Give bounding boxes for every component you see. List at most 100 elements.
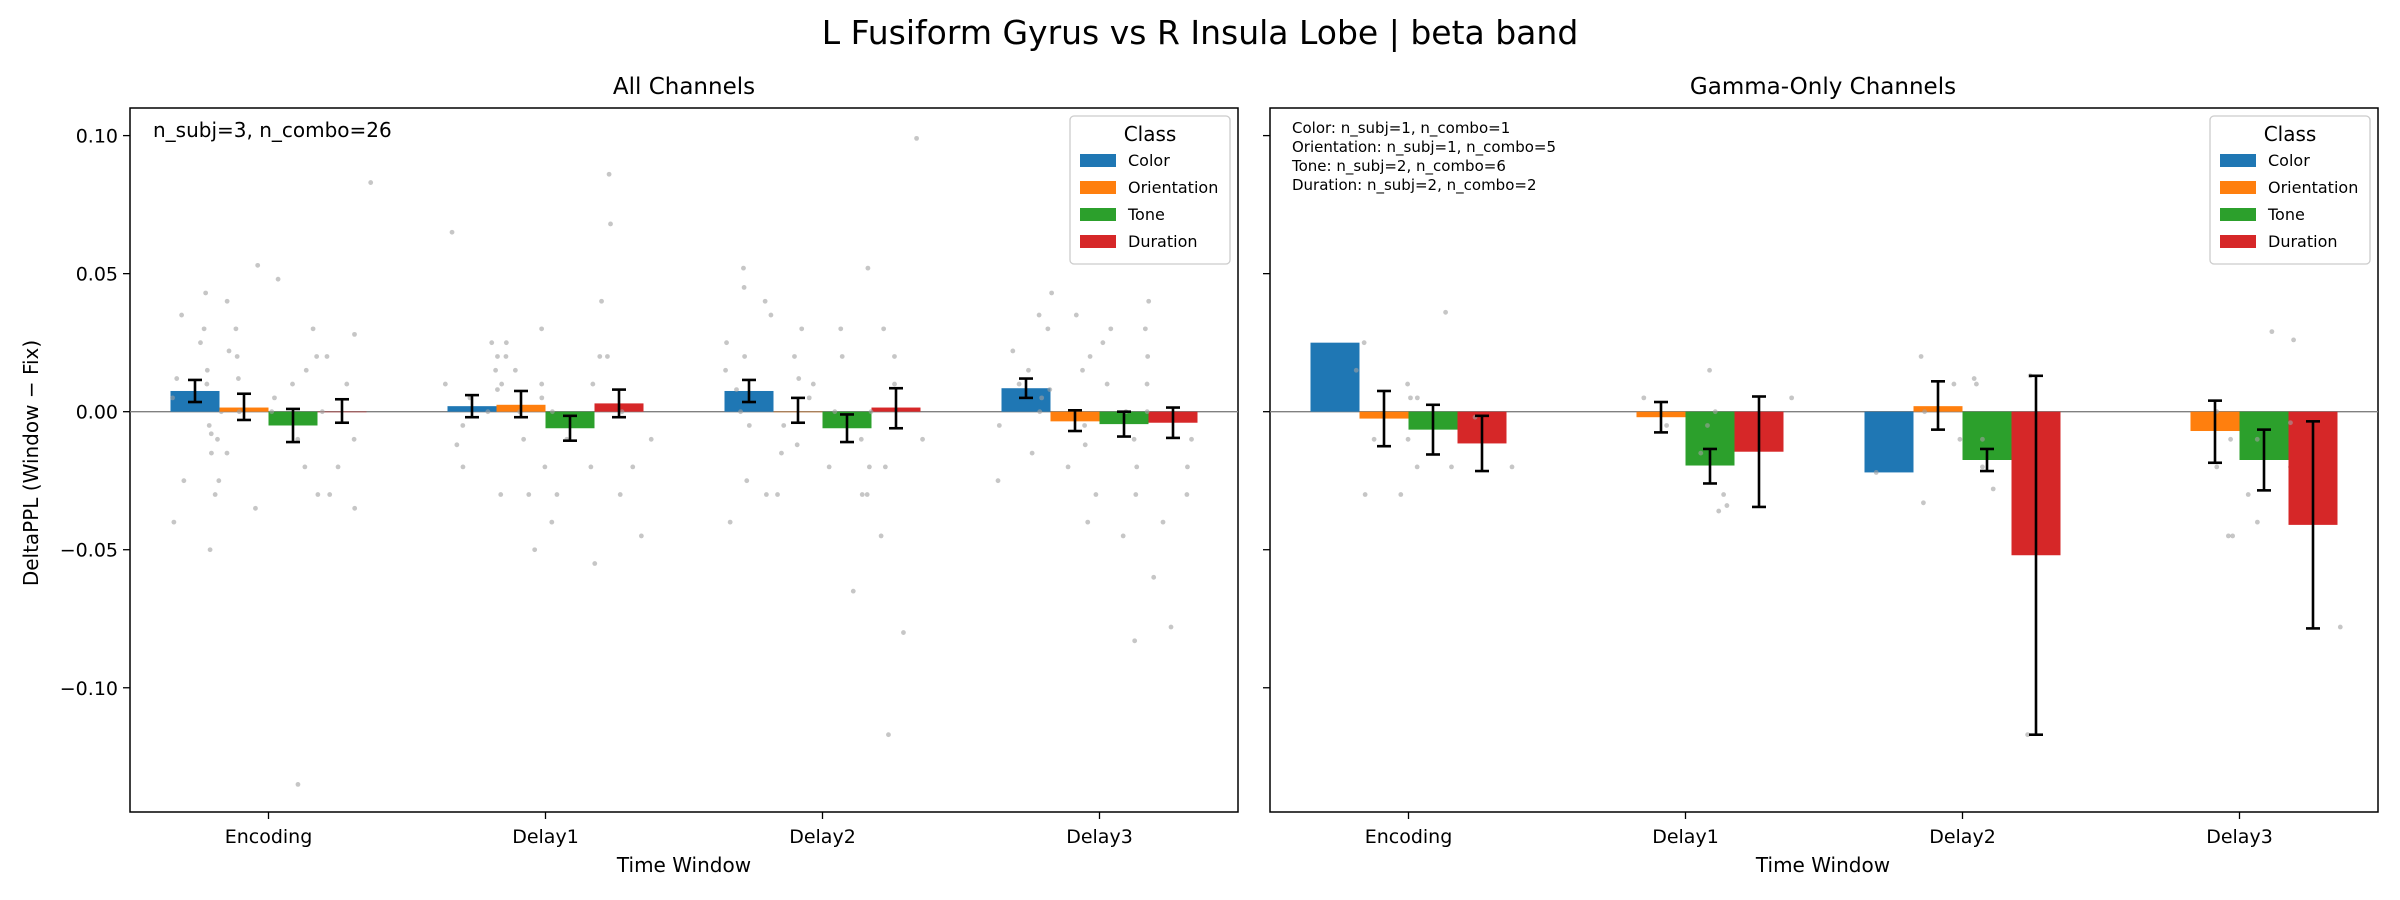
data-point	[592, 561, 598, 566]
x-tick-label: Encoding	[1365, 826, 1453, 848]
data-point	[1080, 367, 1085, 373]
data-point	[630, 464, 636, 470]
data-point	[1039, 395, 1045, 401]
data-point	[865, 265, 871, 271]
legend-frame	[1069, 115, 1231, 265]
data-point	[741, 265, 746, 271]
legend-label-color: Color	[1128, 151, 1170, 170]
data-point	[315, 492, 321, 497]
data-point	[460, 423, 466, 428]
figure-suptitle: L Fusiform Gyrus vs R Insula Lobe | beta…	[822, 13, 1579, 52]
data-point	[235, 376, 241, 381]
data-point	[236, 409, 242, 415]
data-point	[1712, 409, 1718, 415]
data-point	[1980, 464, 1985, 470]
panel-gamma-only-channels: Gamma-Only Channels Time Window Encoding…	[1263, 74, 2379, 877]
data-point	[1371, 436, 1377, 442]
data-point	[1922, 409, 1928, 415]
legend-swatch-orientation	[1080, 181, 1116, 194]
legend-frame	[2209, 115, 2371, 265]
legend-label-tone: Tone	[1127, 205, 1165, 224]
data-point	[1918, 354, 1924, 359]
legend-swatch-duration	[1080, 235, 1116, 248]
data-point	[734, 387, 739, 392]
data-point	[892, 354, 897, 359]
data-point	[1189, 436, 1194, 442]
bar-color	[1001, 388, 1051, 412]
data-point	[995, 478, 1001, 484]
data-point	[1449, 464, 1454, 470]
y-tick-label: 0.10	[76, 126, 118, 148]
data-point	[1045, 326, 1051, 332]
data-point	[204, 367, 210, 373]
data-point	[542, 464, 548, 470]
data-point	[503, 354, 509, 359]
y-tick-label: −0.10	[60, 678, 118, 700]
data-point	[503, 340, 509, 346]
data-point	[590, 381, 596, 387]
data-point	[1957, 436, 1963, 442]
data-point	[351, 436, 357, 442]
data-point	[727, 519, 733, 525]
data-point	[886, 732, 891, 738]
data-point	[272, 395, 277, 401]
x-tick-label: Encoding	[225, 826, 313, 848]
data-point	[605, 354, 610, 359]
data-point	[2254, 519, 2260, 525]
data-point	[1036, 312, 1042, 318]
data-point	[1108, 326, 1114, 332]
data-point	[216, 478, 222, 484]
data-point	[203, 290, 209, 296]
x-tick-label: Delay2	[789, 826, 856, 848]
data-point	[1414, 464, 1420, 470]
data-point	[996, 423, 1002, 428]
data-point	[442, 381, 448, 387]
data-point	[1016, 381, 1022, 387]
data-point	[1145, 354, 1151, 359]
data-point	[2230, 533, 2236, 539]
data-point	[2228, 436, 2234, 442]
data-point	[234, 354, 240, 359]
legend-label-orientation: Orientation	[2268, 178, 2358, 197]
legend-swatch-tone	[1080, 208, 1116, 221]
data-point	[738, 409, 743, 415]
panel-all-channels: All Channels Time Window 0.10 0.05 0.00 −0.…	[60, 74, 1239, 877]
data-point	[498, 492, 504, 497]
x-tick-label: Delay3	[2206, 826, 2273, 848]
data-point	[206, 423, 212, 428]
plot-frame	[129, 107, 1239, 813]
data-point	[449, 229, 455, 235]
data-point	[2337, 624, 2343, 630]
x-axis-label: Time Window	[1755, 853, 1890, 877]
data-point	[526, 492, 532, 497]
data-point	[327, 492, 333, 497]
data-point	[495, 387, 500, 392]
data-point	[744, 478, 750, 484]
data-point	[352, 331, 357, 337]
legend-swatch-orientation	[2220, 181, 2256, 194]
data-point	[549, 519, 555, 525]
annotation-text: Color: n_subj=1, n_combo=1	[1292, 119, 1510, 138]
data-point	[920, 436, 925, 442]
data-point	[1724, 503, 1730, 508]
data-point	[914, 135, 919, 141]
data-point	[233, 326, 239, 332]
legend-swatch-color	[2220, 154, 2256, 167]
data-point	[290, 381, 295, 387]
data-point	[1408, 395, 1413, 401]
data-point	[1010, 348, 1016, 354]
legend: Class Color Orientation Tone Duration	[2209, 115, 2371, 265]
legend-title: Class	[2264, 122, 2317, 146]
data-point	[799, 326, 805, 332]
data-point	[499, 381, 505, 387]
data-point	[224, 450, 230, 456]
data-point	[742, 354, 748, 359]
data-point	[212, 492, 218, 497]
data-point	[1951, 381, 1957, 387]
data-point	[170, 395, 175, 401]
data-point	[324, 354, 330, 359]
data-point	[868, 409, 874, 415]
legend-label-tone: Tone	[2267, 205, 2305, 224]
data-point	[181, 478, 187, 484]
